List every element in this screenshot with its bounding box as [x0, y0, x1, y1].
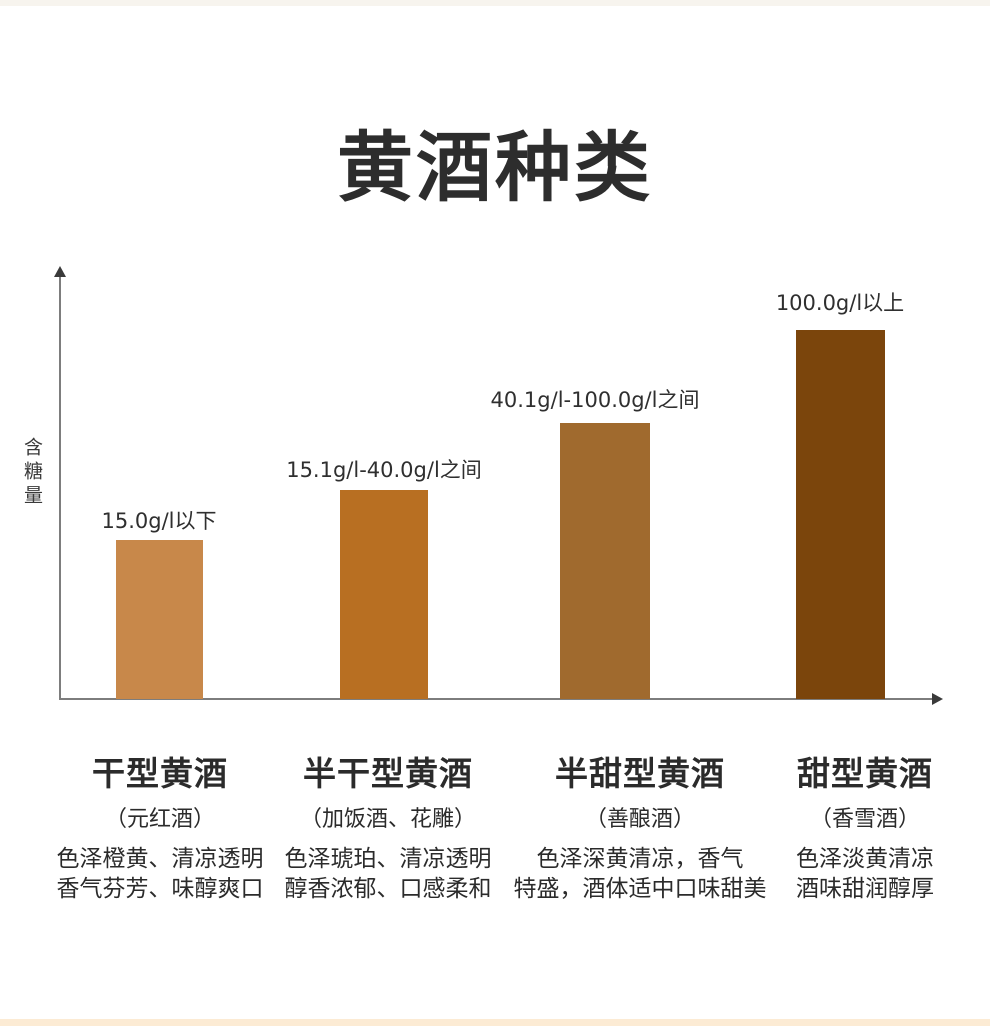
bar-value-label: 15.1g/l-40.0g/l之间	[286, 458, 482, 482]
x-axis-arrow-icon	[932, 693, 943, 705]
description-line: 色泽橙黄、清凉透明	[56, 846, 264, 872]
category-column-semi-dry: 半干型黄酒 （加饭酒、花雕） 色泽琥珀、清凉透明 醇香浓郁、口感柔和	[258, 747, 518, 904]
bar-sweet	[796, 330, 885, 699]
category-description: 色泽淡黄清凉 酒味甜润醇厚	[755, 844, 975, 904]
category-description: 色泽橙黄、清凉透明 香气芬芳、味醇爽口	[30, 844, 290, 904]
y-axis-title: 含糖量	[21, 437, 43, 509]
description-line: 色泽琥珀、清凉透明	[284, 846, 492, 872]
description-line: 香气芬芳、味醇爽口	[56, 876, 264, 902]
top-decor-strip	[0, 0, 990, 6]
bar-value-label: 15.0g/l以下	[101, 509, 217, 533]
category-column-dry: 干型黄酒 （元红酒） 色泽橙黄、清凉透明 香气芬芳、味醇爽口	[30, 747, 290, 904]
category-subtitle: （香雪酒）	[809, 807, 920, 832]
page-title: 黄酒种类	[337, 123, 653, 212]
description-line: 醇香浓郁、口感柔和	[284, 876, 492, 902]
bottom-decor-strip	[0, 1019, 990, 1026]
category-subtitle: （善酿酒）	[584, 807, 695, 832]
category-name: 干型黄酒	[92, 754, 228, 793]
bar-value-label: 40.1g/l-100.0g/l之间	[490, 388, 700, 412]
y-axis-arrow-icon	[54, 266, 66, 277]
x-axis-line	[59, 698, 934, 700]
description-line: 特盛，酒体适中口味甜美	[513, 876, 767, 902]
y-axis-line	[59, 277, 61, 699]
category-description: 色泽琥珀、清凉透明 醇香浓郁、口感柔和	[258, 844, 518, 904]
bar-semi-sweet	[560, 423, 650, 699]
category-subtitle: （加饭酒、花雕）	[299, 807, 476, 832]
bar-semi-dry	[340, 490, 428, 699]
description-line: 色泽淡黄清凉	[796, 846, 934, 872]
category-subtitle: （元红酒）	[104, 807, 215, 832]
description-line: 色泽深黄清凉，香气	[536, 846, 744, 872]
category-name: 甜型黄酒	[797, 754, 933, 793]
category-column-semi-sweet: 半甜型黄酒 （善酿酒） 色泽深黄清凉，香气 特盛，酒体适中口味甜美	[500, 747, 780, 904]
category-column-sweet: 甜型黄酒 （香雪酒） 色泽淡黄清凉 酒味甜润醇厚	[755, 747, 975, 904]
description-line: 酒味甜润醇厚	[796, 876, 934, 902]
bar-value-label: 100.0g/l以上	[775, 291, 905, 315]
bar-dry	[116, 540, 203, 699]
category-description: 色泽深黄清凉，香气 特盛，酒体适中口味甜美	[500, 844, 780, 904]
category-name: 半甜型黄酒	[555, 754, 725, 793]
category-name: 半干型黄酒	[303, 754, 473, 793]
